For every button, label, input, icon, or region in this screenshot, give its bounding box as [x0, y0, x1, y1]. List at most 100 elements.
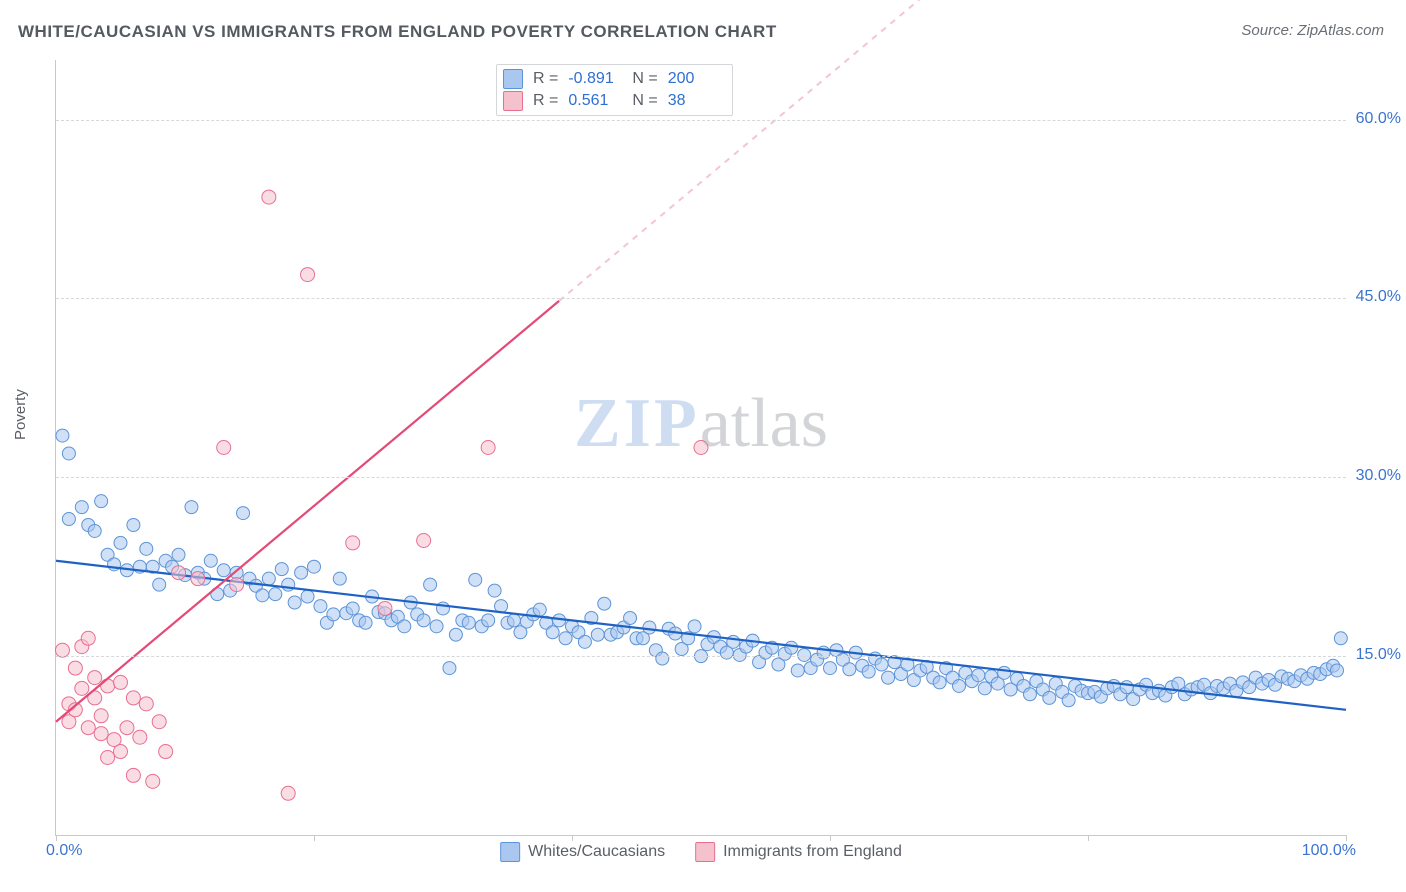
data-point: [430, 620, 443, 633]
data-point: [398, 620, 411, 633]
gridline: [56, 477, 1346, 478]
gridline: [56, 120, 1346, 121]
data-point: [882, 671, 895, 684]
data-point: [507, 614, 520, 627]
bottom-legend: Whites/Caucasians Immigrants from Englan…: [500, 842, 902, 862]
data-point: [275, 563, 288, 576]
data-point: [1330, 664, 1343, 677]
data-point: [798, 648, 811, 661]
data-point: [598, 597, 611, 610]
data-point: [301, 268, 315, 282]
data-point: [56, 429, 69, 442]
data-point: [488, 584, 501, 597]
x-tick-mark: [314, 835, 315, 841]
plot-area: ZIPatlas R = -0.891 N = 200 R = 0.561 N …: [55, 60, 1346, 836]
data-point: [88, 524, 101, 537]
legend-stats-row-1: R = 0.561 N = 38: [503, 90, 722, 112]
data-point: [482, 614, 495, 627]
data-point: [120, 721, 134, 735]
data-point: [462, 616, 475, 629]
data-point: [656, 652, 669, 665]
data-point: [114, 536, 127, 549]
data-point: [75, 501, 88, 514]
n-value-1: 38: [668, 90, 722, 112]
data-point: [262, 572, 275, 585]
source-name: ZipAtlas.com: [1297, 22, 1384, 39]
data-point: [185, 501, 198, 514]
data-point: [327, 608, 340, 621]
data-point: [101, 679, 115, 693]
legend-bottom-swatch-1: [695, 842, 715, 862]
data-point: [727, 635, 740, 648]
data-point: [559, 632, 572, 645]
data-point: [443, 662, 456, 675]
data-point: [843, 663, 856, 676]
x-tick-mark: [572, 835, 573, 841]
chart-title: WHITE/CAUCASIAN VS IMMIGRANTS FROM ENGLA…: [18, 22, 777, 42]
data-point: [417, 534, 431, 548]
data-point: [359, 616, 372, 629]
data-point: [133, 730, 147, 744]
data-point: [424, 578, 437, 591]
trend-line-dashed: [559, 0, 1346, 301]
data-point: [172, 548, 185, 561]
data-point: [55, 643, 69, 657]
chart-svg: [56, 60, 1346, 835]
legend-stats-row-0: R = -0.891 N = 200: [503, 68, 722, 90]
data-point: [953, 679, 966, 692]
r-value-1: 0.561: [568, 90, 622, 112]
data-point: [862, 665, 875, 678]
data-point: [824, 662, 837, 675]
data-point: [126, 691, 140, 705]
data-point: [172, 566, 186, 580]
gridline: [56, 298, 1346, 299]
data-point: [346, 536, 360, 550]
trend-line: [56, 561, 1346, 710]
data-point: [95, 495, 108, 508]
n-label-1: N =: [632, 90, 657, 112]
data-point: [378, 601, 392, 615]
data-point: [94, 727, 108, 741]
data-point: [1023, 688, 1036, 701]
data-point: [159, 745, 173, 759]
data-point: [978, 682, 991, 695]
data-point: [972, 669, 985, 682]
data-point: [481, 441, 495, 455]
data-point: [591, 628, 604, 641]
data-point: [308, 560, 321, 573]
data-point: [785, 641, 798, 654]
x-tick-left: 0.0%: [46, 842, 82, 860]
legend-label-0: Whites/Caucasians: [528, 843, 665, 861]
data-point: [694, 441, 708, 455]
x-tick-mark: [1346, 835, 1347, 841]
x-tick-mark: [56, 835, 57, 841]
legend-label-1: Immigrants from England: [723, 843, 902, 861]
r-label-0: R =: [533, 68, 558, 90]
x-tick-mark: [830, 835, 831, 841]
data-point: [346, 602, 359, 615]
data-point: [643, 621, 656, 634]
data-point: [688, 620, 701, 633]
data-point: [75, 681, 89, 695]
y-tick-label: 15.0%: [1351, 646, 1401, 664]
data-point: [269, 588, 282, 601]
y-tick-label: 30.0%: [1351, 467, 1401, 485]
r-value-0: -0.891: [568, 68, 622, 90]
data-point: [217, 564, 230, 577]
data-point: [237, 507, 250, 520]
x-tick-right: 100.0%: [1302, 842, 1356, 860]
data-point: [295, 566, 308, 579]
data-point: [417, 614, 430, 627]
data-point: [152, 715, 166, 729]
x-tick-mark: [1088, 835, 1089, 841]
data-point: [126, 768, 140, 782]
data-point: [314, 600, 327, 613]
data-point: [217, 441, 231, 455]
data-point: [1334, 632, 1347, 645]
data-point: [81, 631, 95, 645]
data-point: [469, 573, 482, 586]
data-point: [88, 671, 102, 685]
data-point: [1043, 691, 1056, 704]
legend-bottom-swatch-0: [500, 842, 520, 862]
data-point: [81, 721, 95, 735]
